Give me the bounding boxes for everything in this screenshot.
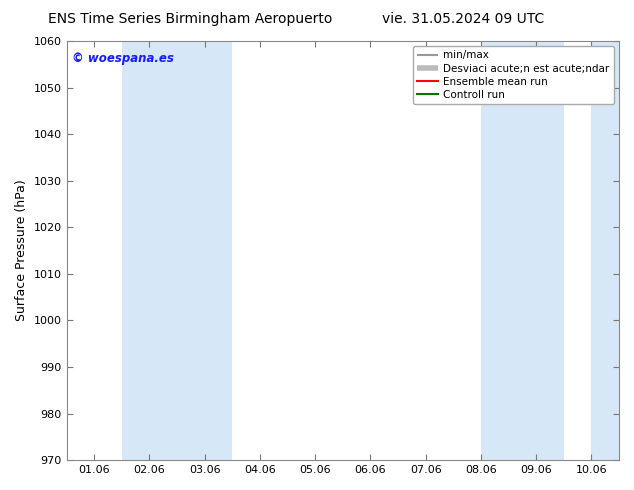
Bar	[177, 41, 232, 460]
Bar	[592, 41, 634, 460]
Bar	[481, 41, 508, 460]
Legend: min/max, Desviaci acute;n est acute;ndar, Ensemble mean run, Controll run: min/max, Desviaci acute;n est acute;ndar…	[413, 46, 614, 104]
Text: © woespana.es: © woespana.es	[72, 51, 174, 65]
Bar	[122, 41, 177, 460]
Text: ENS Time Series Birmingham Aeropuerto: ENS Time Series Birmingham Aeropuerto	[48, 12, 332, 26]
Y-axis label: Surface Pressure (hPa): Surface Pressure (hPa)	[15, 180, 28, 321]
Bar	[508, 41, 564, 460]
Text: vie. 31.05.2024 09 UTC: vie. 31.05.2024 09 UTC	[382, 12, 544, 26]
